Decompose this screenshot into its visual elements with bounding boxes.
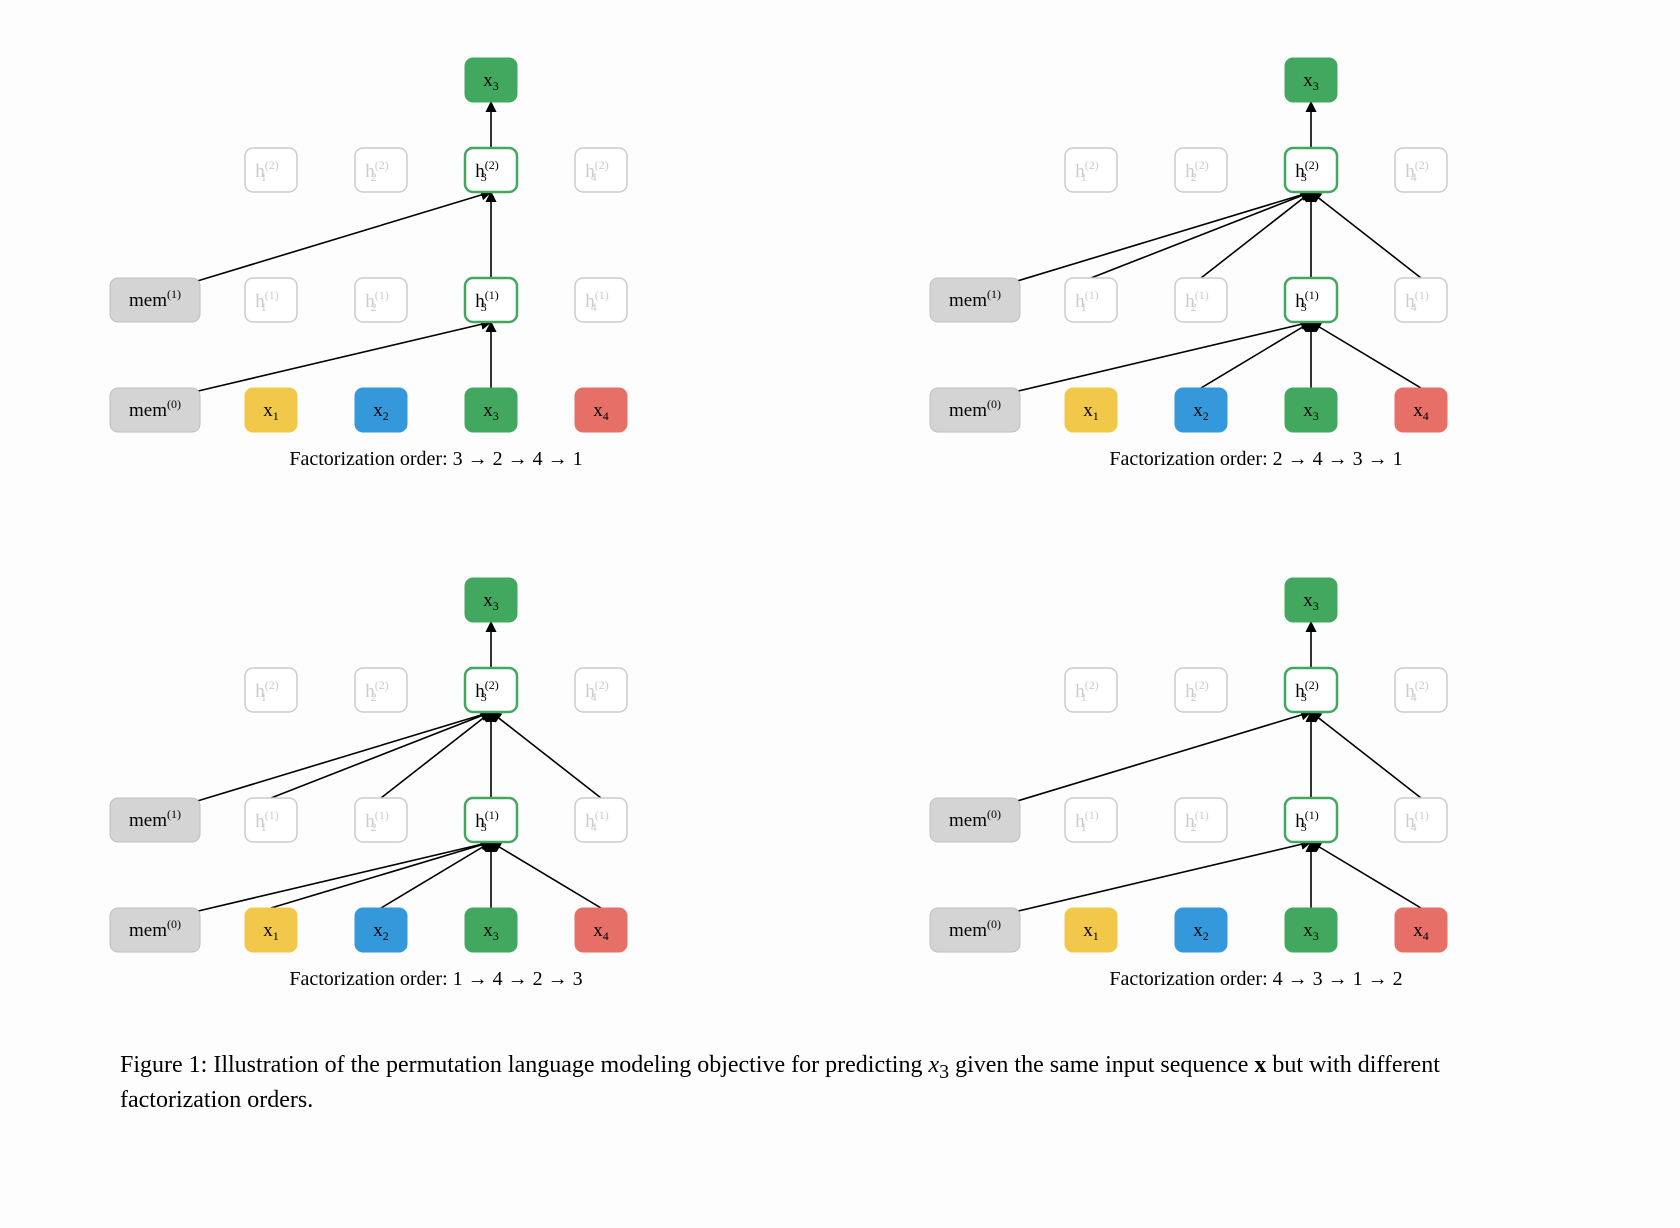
diagram-p3: x3h(2)1h(2)2h(2)3h(2)4mem(0)h(1)1h(1)2h(… <box>900 560 1520 1020</box>
edge <box>194 842 491 912</box>
edge <box>1091 192 1311 278</box>
panel-bottom-left: x3h(2)1h(2)2h(2)3h(2)4mem(1)h(1)1h(1)2h(… <box>80 560 780 1020</box>
edge <box>271 712 491 798</box>
edge <box>1311 712 1421 798</box>
edge <box>491 842 601 908</box>
edge <box>1014 192 1311 282</box>
diagram-p2: x3h(2)1h(2)2h(2)3h(2)4mem(1)h(1)1h(1)2h(… <box>80 560 700 1020</box>
edge <box>1311 842 1421 908</box>
edge <box>381 712 491 798</box>
edge <box>1311 192 1421 278</box>
edge <box>491 712 601 798</box>
edge <box>1311 322 1421 388</box>
edge <box>381 842 491 908</box>
edge <box>1014 842 1311 912</box>
figure-caption: Figure 1: Illustration of the permutatio… <box>120 1050 1560 1116</box>
edge <box>194 712 491 802</box>
factorization-order: Factorization order: 4 → 3 → 1 → 2 <box>1109 968 1402 990</box>
figure-grid: x3h(2)1h(2)2h(2)3h(2)4mem(1)h(1)1h(1)2h(… <box>80 40 1600 1020</box>
edge <box>1014 712 1311 802</box>
diagram-p0: x3h(2)1h(2)2h(2)3h(2)4mem(1)h(1)1h(1)2h(… <box>80 40 700 500</box>
figure-label: Figure 1: <box>120 1052 207 1078</box>
edge <box>1201 192 1311 278</box>
diagram-p1: x3h(2)1h(2)2h(2)3h(2)4mem(1)h(1)1h(1)2h(… <box>900 40 1520 500</box>
caption-text: Illustration of the permutation language… <box>120 1052 1440 1113</box>
panel-bottom-right: x3h(2)1h(2)2h(2)3h(2)4mem(0)h(1)1h(1)2h(… <box>900 560 1600 1020</box>
edge <box>194 192 491 282</box>
edge <box>271 842 491 908</box>
panel-top-right: x3h(2)1h(2)2h(2)3h(2)4mem(1)h(1)1h(1)2h(… <box>900 40 1600 500</box>
factorization-order: Factorization order: 3 → 2 → 4 → 1 <box>289 448 582 470</box>
panel-top-left: x3h(2)1h(2)2h(2)3h(2)4mem(1)h(1)1h(1)2h(… <box>80 40 780 500</box>
factorization-order: Factorization order: 2 → 4 → 3 → 1 <box>1109 448 1402 470</box>
edge <box>1014 322 1311 392</box>
edge <box>194 322 491 392</box>
edge <box>1201 322 1311 388</box>
factorization-order: Factorization order: 1 → 4 → 2 → 3 <box>289 968 582 990</box>
